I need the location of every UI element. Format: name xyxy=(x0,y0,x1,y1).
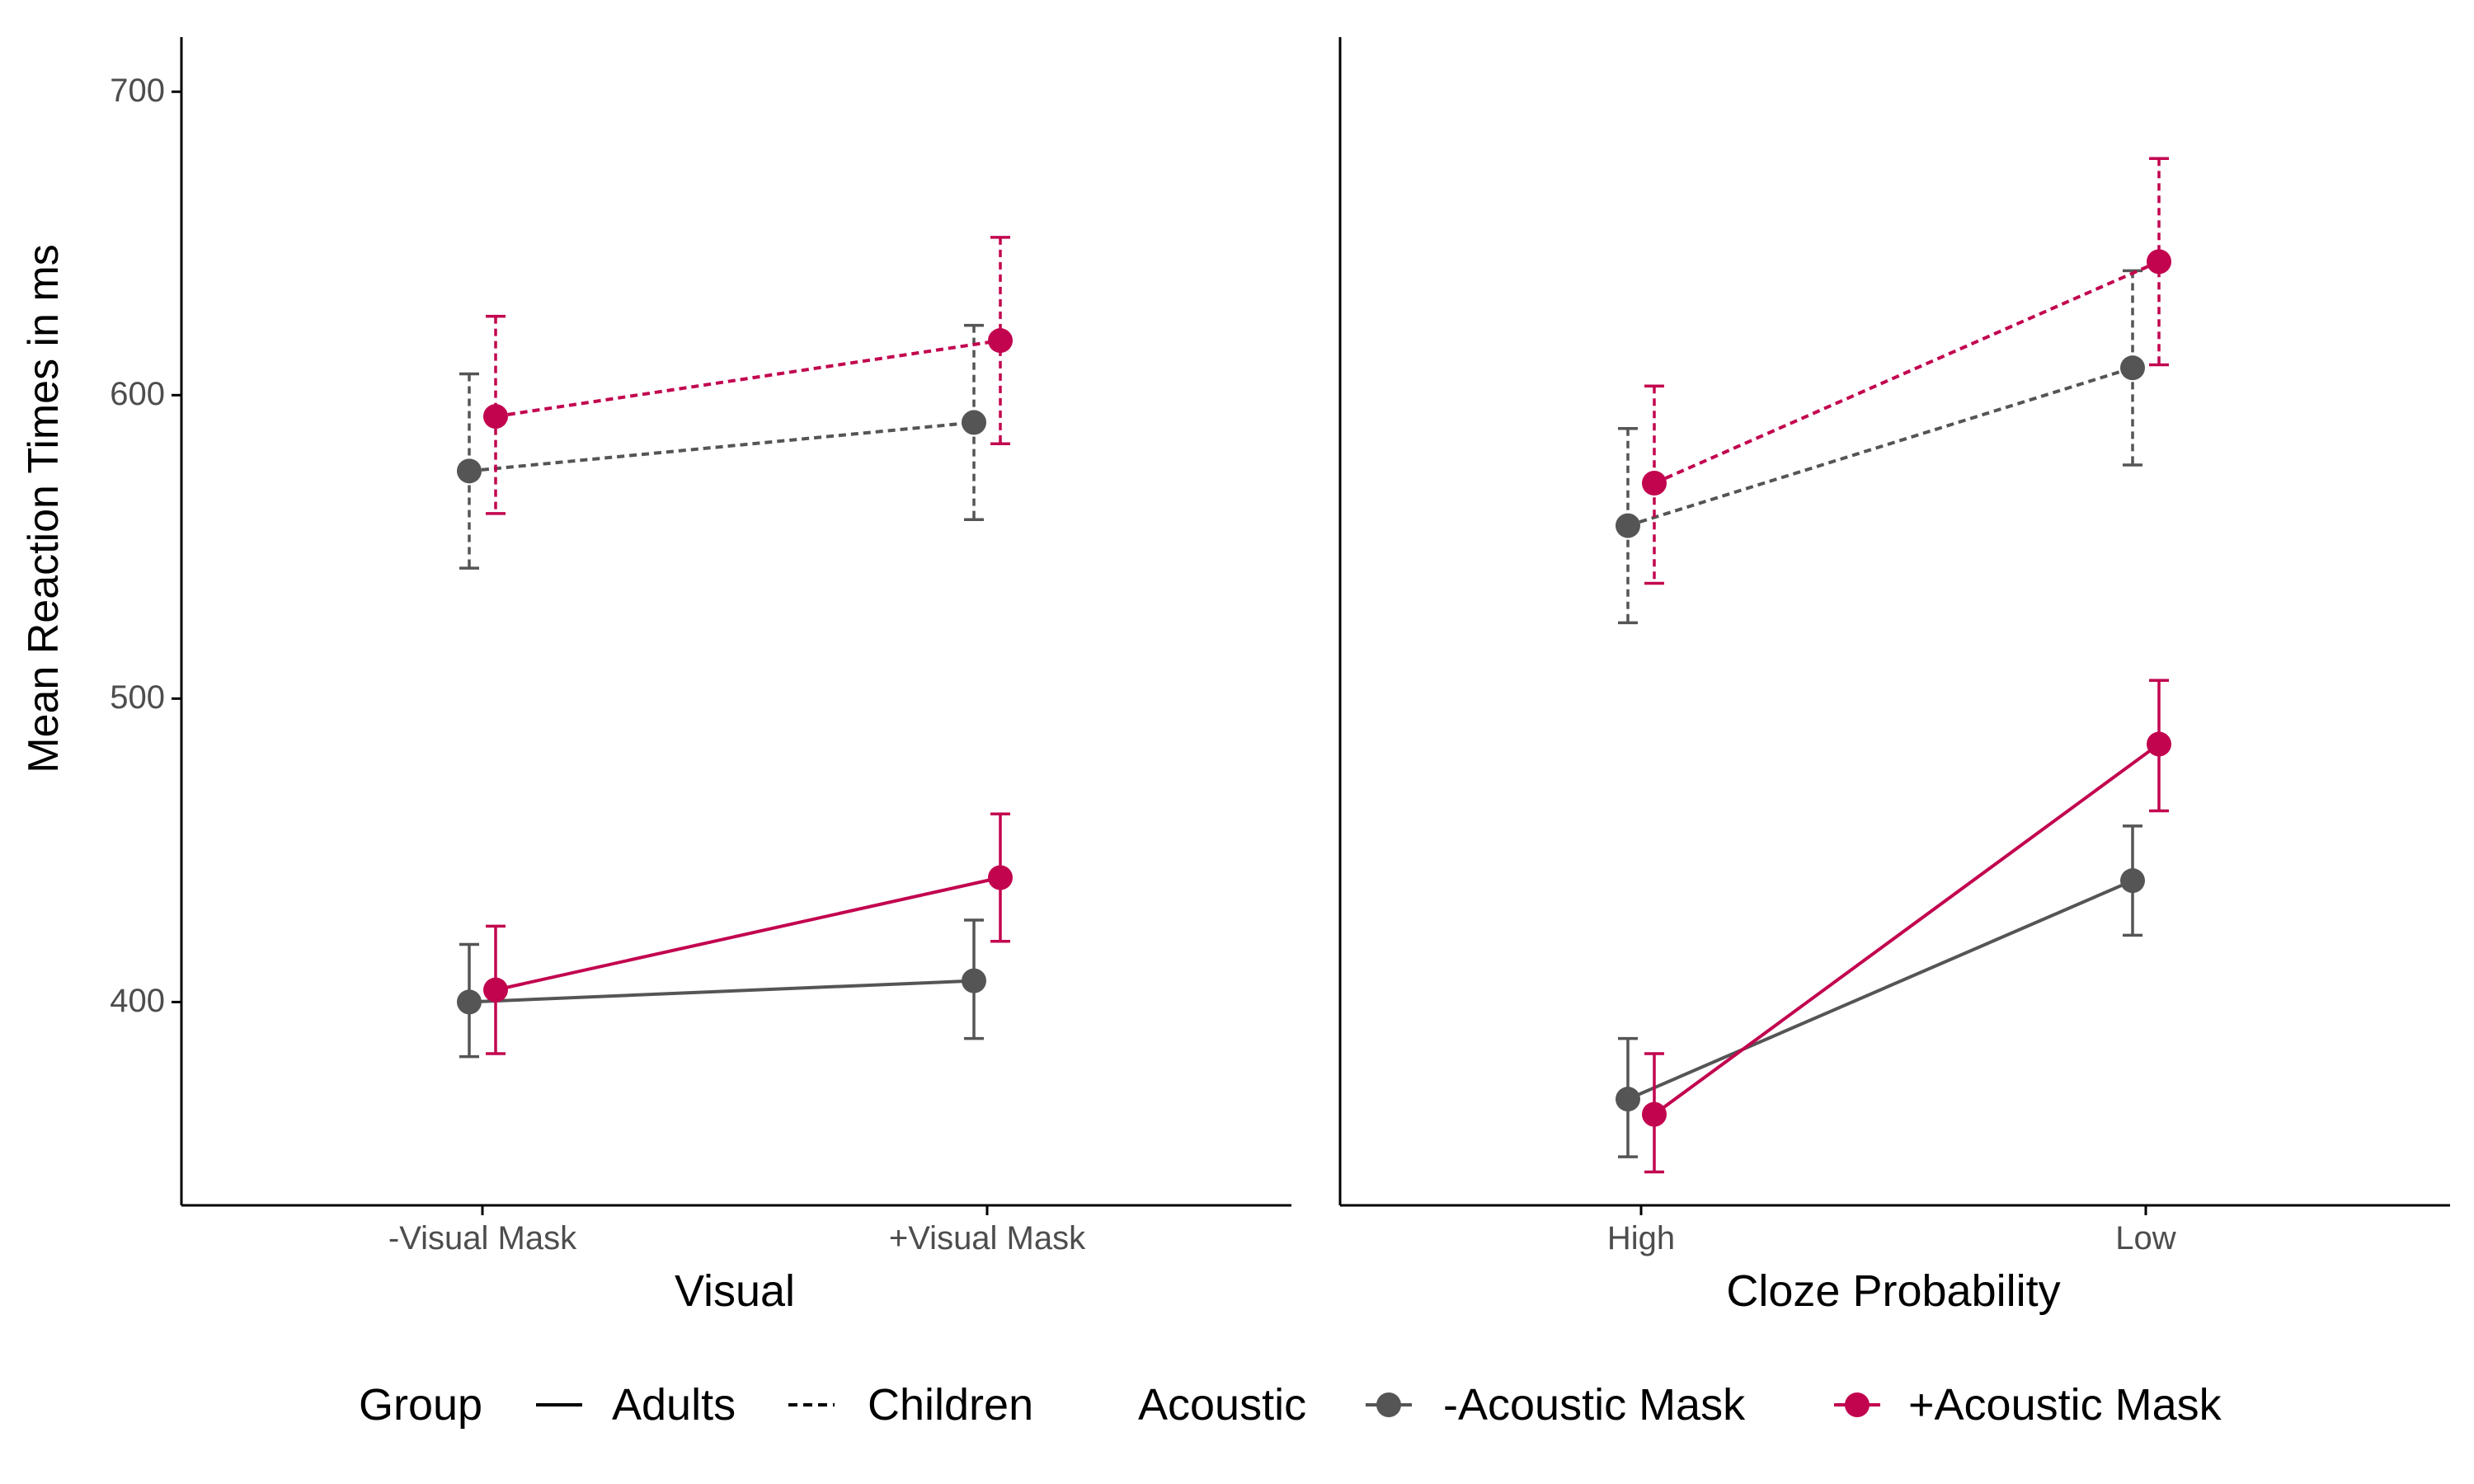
series-line-children-acoustic-mask xyxy=(495,339,1001,419)
series-line-adults-acoustic-mask xyxy=(495,876,1001,992)
legend-key-plus-acoustic-point xyxy=(1845,1392,1870,1417)
series-line-adults-acoustic-mask xyxy=(468,979,975,1004)
data-point xyxy=(2120,868,2145,894)
data-point xyxy=(988,865,1013,890)
data-point xyxy=(962,968,986,993)
x-tick-label: +Visual Mask xyxy=(889,1220,1086,1256)
data-point xyxy=(988,328,1013,354)
legend-label-children: Children xyxy=(868,1380,1033,1430)
x-axis-title: Visual xyxy=(675,1266,795,1316)
panel-cloze: High Low Cloze Probability xyxy=(1338,37,2450,1316)
y-axis-title: Mean Reaction Times in ms xyxy=(20,244,68,773)
legend-title-group: Group xyxy=(359,1380,482,1430)
panel-visual-axes xyxy=(172,37,1291,1215)
legend-title-acoustic: Acoustic xyxy=(1138,1380,1306,1430)
legend-label-minus-acoustic: -Acoustic Mask xyxy=(1443,1380,1746,1430)
series-line-children-acoustic-mask xyxy=(468,420,975,473)
x-tick-label: Low xyxy=(2115,1220,2175,1256)
panel-cloze-axes xyxy=(1338,37,2450,1215)
legend-label-adults: Adults xyxy=(612,1380,736,1430)
y-tick-label: 600 xyxy=(110,376,165,412)
data-point xyxy=(1616,1087,1640,1112)
y-tick-label: 400 xyxy=(110,983,165,1019)
legend-key-minus-acoustic-point xyxy=(1376,1392,1401,1417)
series-line-adults-acoustic-mask xyxy=(1627,879,2133,1101)
panel-cloze-marks xyxy=(1616,157,2171,1174)
data-point xyxy=(2147,249,2171,275)
x-tick-label: -Visual Mask xyxy=(388,1220,577,1256)
data-point xyxy=(457,989,482,1015)
data-point xyxy=(2147,731,2171,757)
data-point xyxy=(483,977,508,1003)
data-point xyxy=(962,410,986,435)
legend-label-plus-acoustic: +Acoustic Mask xyxy=(1908,1380,2222,1430)
series-line-adults-acoustic-mask xyxy=(1653,742,2161,1116)
y-tick-labels: 400 500 600 700 xyxy=(110,73,165,1019)
data-point xyxy=(2120,355,2145,381)
x-tick-label: High xyxy=(1607,1220,1675,1256)
series-line-children-acoustic-mask xyxy=(1653,260,2160,485)
x-axis-title: Cloze Probability xyxy=(1726,1266,2060,1316)
data-point xyxy=(457,458,482,484)
data-point xyxy=(1616,513,1640,538)
legend: Group Adults Children Acoustic -Acoustic… xyxy=(359,1380,2222,1430)
data-point xyxy=(483,404,508,430)
panel-visual-marks xyxy=(457,236,1013,1059)
data-point xyxy=(1642,1101,1667,1127)
y-tick-label: 700 xyxy=(110,73,165,109)
data-point xyxy=(1642,471,1667,496)
series-line-children-acoustic-mask xyxy=(1627,366,2133,528)
y-tick-label: 500 xyxy=(110,679,165,716)
panel-visual: -Visual Mask +Visual Mask Visual xyxy=(172,37,1291,1316)
